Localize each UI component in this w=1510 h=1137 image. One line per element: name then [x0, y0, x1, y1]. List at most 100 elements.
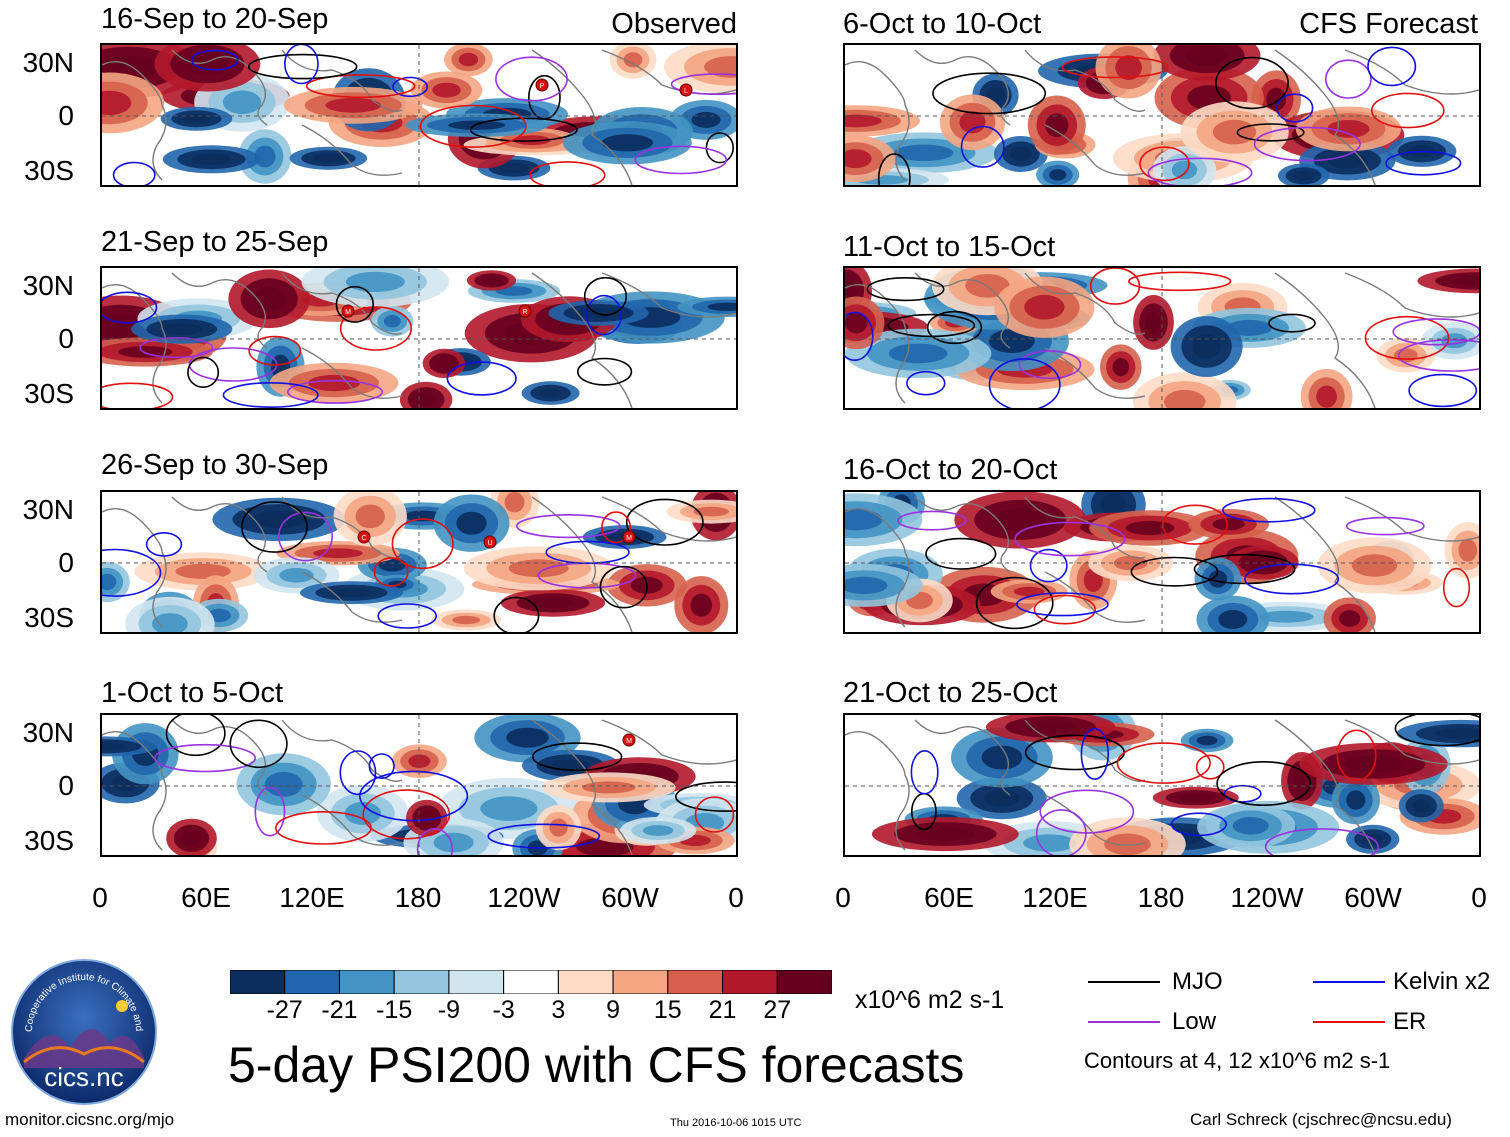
- contour-line: [887, 313, 976, 338]
- tropical-cyclone-marker: [622, 733, 636, 747]
- contour-line: [145, 532, 183, 557]
- contour-line: [247, 53, 358, 80]
- coastline: [531, 496, 633, 632]
- anomaly-shading: [1208, 570, 1228, 588]
- anomaly-shading: [1125, 520, 1175, 536]
- contour-line: [1442, 567, 1471, 608]
- contour-line: [1116, 742, 1211, 784]
- anomaly-shading: [175, 563, 231, 579]
- website-link[interactable]: monitor.cicsnc.org/mjo: [5, 1110, 175, 1129]
- contour-line: [1276, 93, 1314, 123]
- anomaly-shading: [539, 388, 563, 398]
- anomaly-shading: [456, 511, 487, 535]
- anomaly-shading: [845, 509, 883, 531]
- contour-line: [926, 310, 983, 345]
- anomaly-shading: [1145, 311, 1162, 334]
- contour-line: [1324, 59, 1372, 99]
- contour-line: [278, 511, 334, 562]
- contour-line: [112, 161, 156, 185]
- coastline: [1344, 496, 1479, 542]
- cics-logo: Cooperative Institute for Climate and Sa…: [7, 950, 158, 1106]
- lon-label: 60E: [181, 882, 231, 913]
- legend: MJO Kelvin x2 Low ER: [1088, 968, 1498, 1038]
- tropical-cyclone-marker: [357, 530, 371, 544]
- contour-line: [1130, 556, 1219, 587]
- anomaly-shading: [993, 508, 1047, 532]
- anomaly-shading: [222, 90, 262, 115]
- contour-line: [532, 742, 623, 772]
- coastline: [845, 61, 910, 181]
- contour-line: [906, 370, 946, 396]
- anomaly-shading: [345, 271, 405, 292]
- legend-er: ER: [1393, 1008, 1427, 1035]
- coastline: [1274, 49, 1376, 185]
- contour-line: [1170, 812, 1228, 837]
- forecast-column-label: CFS Forecast: [1299, 8, 1478, 40]
- tropical-cyclone-label: P: [540, 83, 545, 90]
- coastline: [281, 719, 403, 782]
- anomaly-shading: [432, 82, 461, 98]
- observed-column-label: Observed: [611, 8, 737, 40]
- forecast-panel-3-title: 16-Oct to 20-Oct: [843, 454, 1058, 486]
- coastline: [281, 272, 403, 335]
- anomaly-shading: [458, 52, 479, 67]
- anomaly-shading: [532, 597, 574, 609]
- anomaly-shading: [499, 163, 529, 173]
- anomaly-shading: [355, 504, 385, 529]
- contour-line: [190, 49, 239, 71]
- coastline: [171, 272, 268, 349]
- anomaly-shading: [1192, 334, 1221, 359]
- main-title: 5-day PSI200 with CFS forecasts: [228, 1037, 965, 1093]
- anomaly-shading: [845, 149, 872, 169]
- contour-line: [1061, 56, 1169, 79]
- anomaly-shading: [1232, 817, 1269, 835]
- anomaly-shading: [707, 302, 736, 311]
- contour-line: [493, 596, 540, 632]
- colorbar-tick-label: 21: [708, 996, 737, 1024]
- anomaly-shading: [1258, 610, 1314, 623]
- contour-line: [102, 382, 174, 408]
- timestamp: Thu 2016-10-06 1015 UTC: [670, 1117, 802, 1129]
- anomaly-shading: [313, 548, 363, 559]
- lon-label: 120W: [1230, 882, 1304, 913]
- contour-line: [1345, 516, 1425, 536]
- anomaly-shading: [845, 312, 868, 334]
- anomaly-shading: [1104, 833, 1151, 855]
- anomaly-shading: [1212, 119, 1257, 145]
- anomaly-shading: [404, 510, 443, 522]
- anomaly-shading: [378, 557, 407, 572]
- lon-label: 0: [92, 882, 108, 913]
- coastline: [845, 731, 910, 851]
- anomaly-shading: [1412, 799, 1431, 813]
- contour-line: [187, 356, 220, 389]
- contour-line: [1033, 594, 1097, 625]
- contour-line: [139, 337, 214, 359]
- coastline: [102, 508, 167, 628]
- contour-line: [877, 153, 911, 185]
- anomaly-shading: [1171, 160, 1198, 180]
- contour-line: [495, 56, 568, 102]
- colorbar-swatch: [284, 969, 340, 995]
- contour-line: [1018, 350, 1082, 380]
- contour-line: [1367, 46, 1417, 87]
- anomaly-shading: [845, 576, 888, 594]
- contour-line: [416, 828, 453, 855]
- anomaly-shading: [1115, 55, 1142, 80]
- contours-note: Contours at 4, 12 x10^6 m2 s-1: [1084, 1048, 1391, 1073]
- anomaly-shading: [102, 90, 132, 116]
- anomaly-shading: [448, 120, 506, 130]
- anomaly-shading: [916, 827, 975, 841]
- contour-line: [670, 73, 736, 96]
- observed-panel-1-title: 16-Sep to 20-Sep: [101, 3, 329, 35]
- contour-line: [1253, 126, 1361, 162]
- lat-label-30s: 30S: [24, 825, 74, 856]
- contour-line: [1215, 56, 1289, 110]
- anomaly-shading: [1343, 755, 1404, 773]
- contour-line: [229, 719, 288, 769]
- colorbar-tick-label: 15: [653, 996, 682, 1024]
- anomaly-shading: [1293, 170, 1314, 181]
- colorbar-tick-label: -9: [437, 996, 461, 1024]
- anomaly-shading: [623, 52, 643, 68]
- contour-line: [419, 104, 527, 148]
